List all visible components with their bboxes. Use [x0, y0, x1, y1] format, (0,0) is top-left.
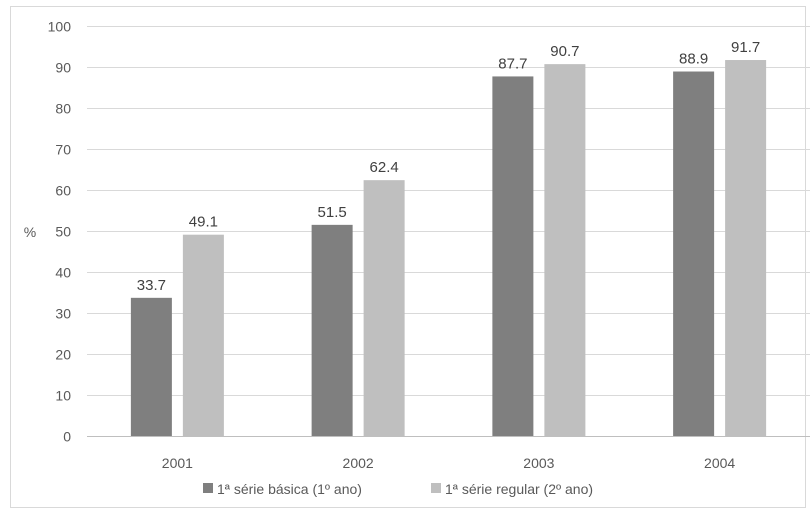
data-label-2002-series-2: 62.4: [370, 159, 399, 176]
y-tick-label-70: 70: [55, 142, 71, 158]
legend: 1ª série básica (1º ano) 1ª série regular…: [203, 481, 593, 497]
y-tick-label-50: 50: [55, 224, 71, 240]
data-label-2003-series-1: 87.7: [498, 55, 527, 72]
y-tick-label-80: 80: [55, 101, 71, 117]
y-tick-label-40: 40: [55, 265, 71, 281]
y-tick-label-90: 90: [55, 60, 71, 76]
data-label-2002-series-1: 51.5: [318, 204, 347, 221]
bar-2002-series-2: [363, 180, 405, 436]
data-labels: 33.7 49.1 51.5 62.4 87.7 90.7 88.9 91.7: [137, 39, 760, 294]
y-tick-label-100: 100: [48, 19, 72, 35]
y-tick-label-20: 20: [55, 347, 71, 363]
x-tick-label-2003: 2003: [523, 455, 554, 471]
y-tick-label-10: 10: [55, 388, 71, 404]
y-tick-label-30: 30: [55, 306, 71, 322]
bar-2003-series-2: [544, 64, 586, 436]
data-label-2001-series-1: 33.7: [137, 277, 166, 294]
bar-2004-series-1: [673, 71, 715, 436]
data-label-2004-series-2: 91.7: [731, 39, 760, 56]
y-tick-label-0: 0: [63, 429, 71, 445]
data-label-2004-series-1: 88.9: [679, 51, 708, 68]
legend-label-series-1: 1ª série básica (1º ano): [217, 481, 362, 497]
legend-label-series-2: 1ª série regular (2º ano): [445, 481, 593, 497]
x-tick-label-2001: 2001: [162, 455, 193, 471]
legend-swatch-series-1: [203, 483, 213, 493]
y-axis-label: %: [24, 224, 36, 240]
bar-2001-series-2: [182, 234, 224, 436]
y-axis-ticks: 0 10 20 30 40 50 60 70 80 90 100: [48, 19, 72, 445]
data-label-2001-series-2: 49.1: [189, 214, 218, 231]
bar-2004-series-2: [725, 60, 767, 436]
legend-swatch-series-2: [431, 483, 441, 493]
y-tick-label-60: 60: [55, 183, 71, 199]
bar-2001-series-1: [130, 297, 172, 436]
bar-2003-series-1: [492, 76, 534, 437]
x-axis-ticks: 2001 2002 2003 2004: [162, 455, 736, 471]
bars: [130, 60, 767, 437]
x-tick-label-2004: 2004: [704, 455, 735, 471]
data-label-2003-series-2: 90.7: [550, 43, 579, 60]
x-tick-label-2002: 2002: [343, 455, 374, 471]
bar-2002-series-1: [311, 224, 353, 436]
